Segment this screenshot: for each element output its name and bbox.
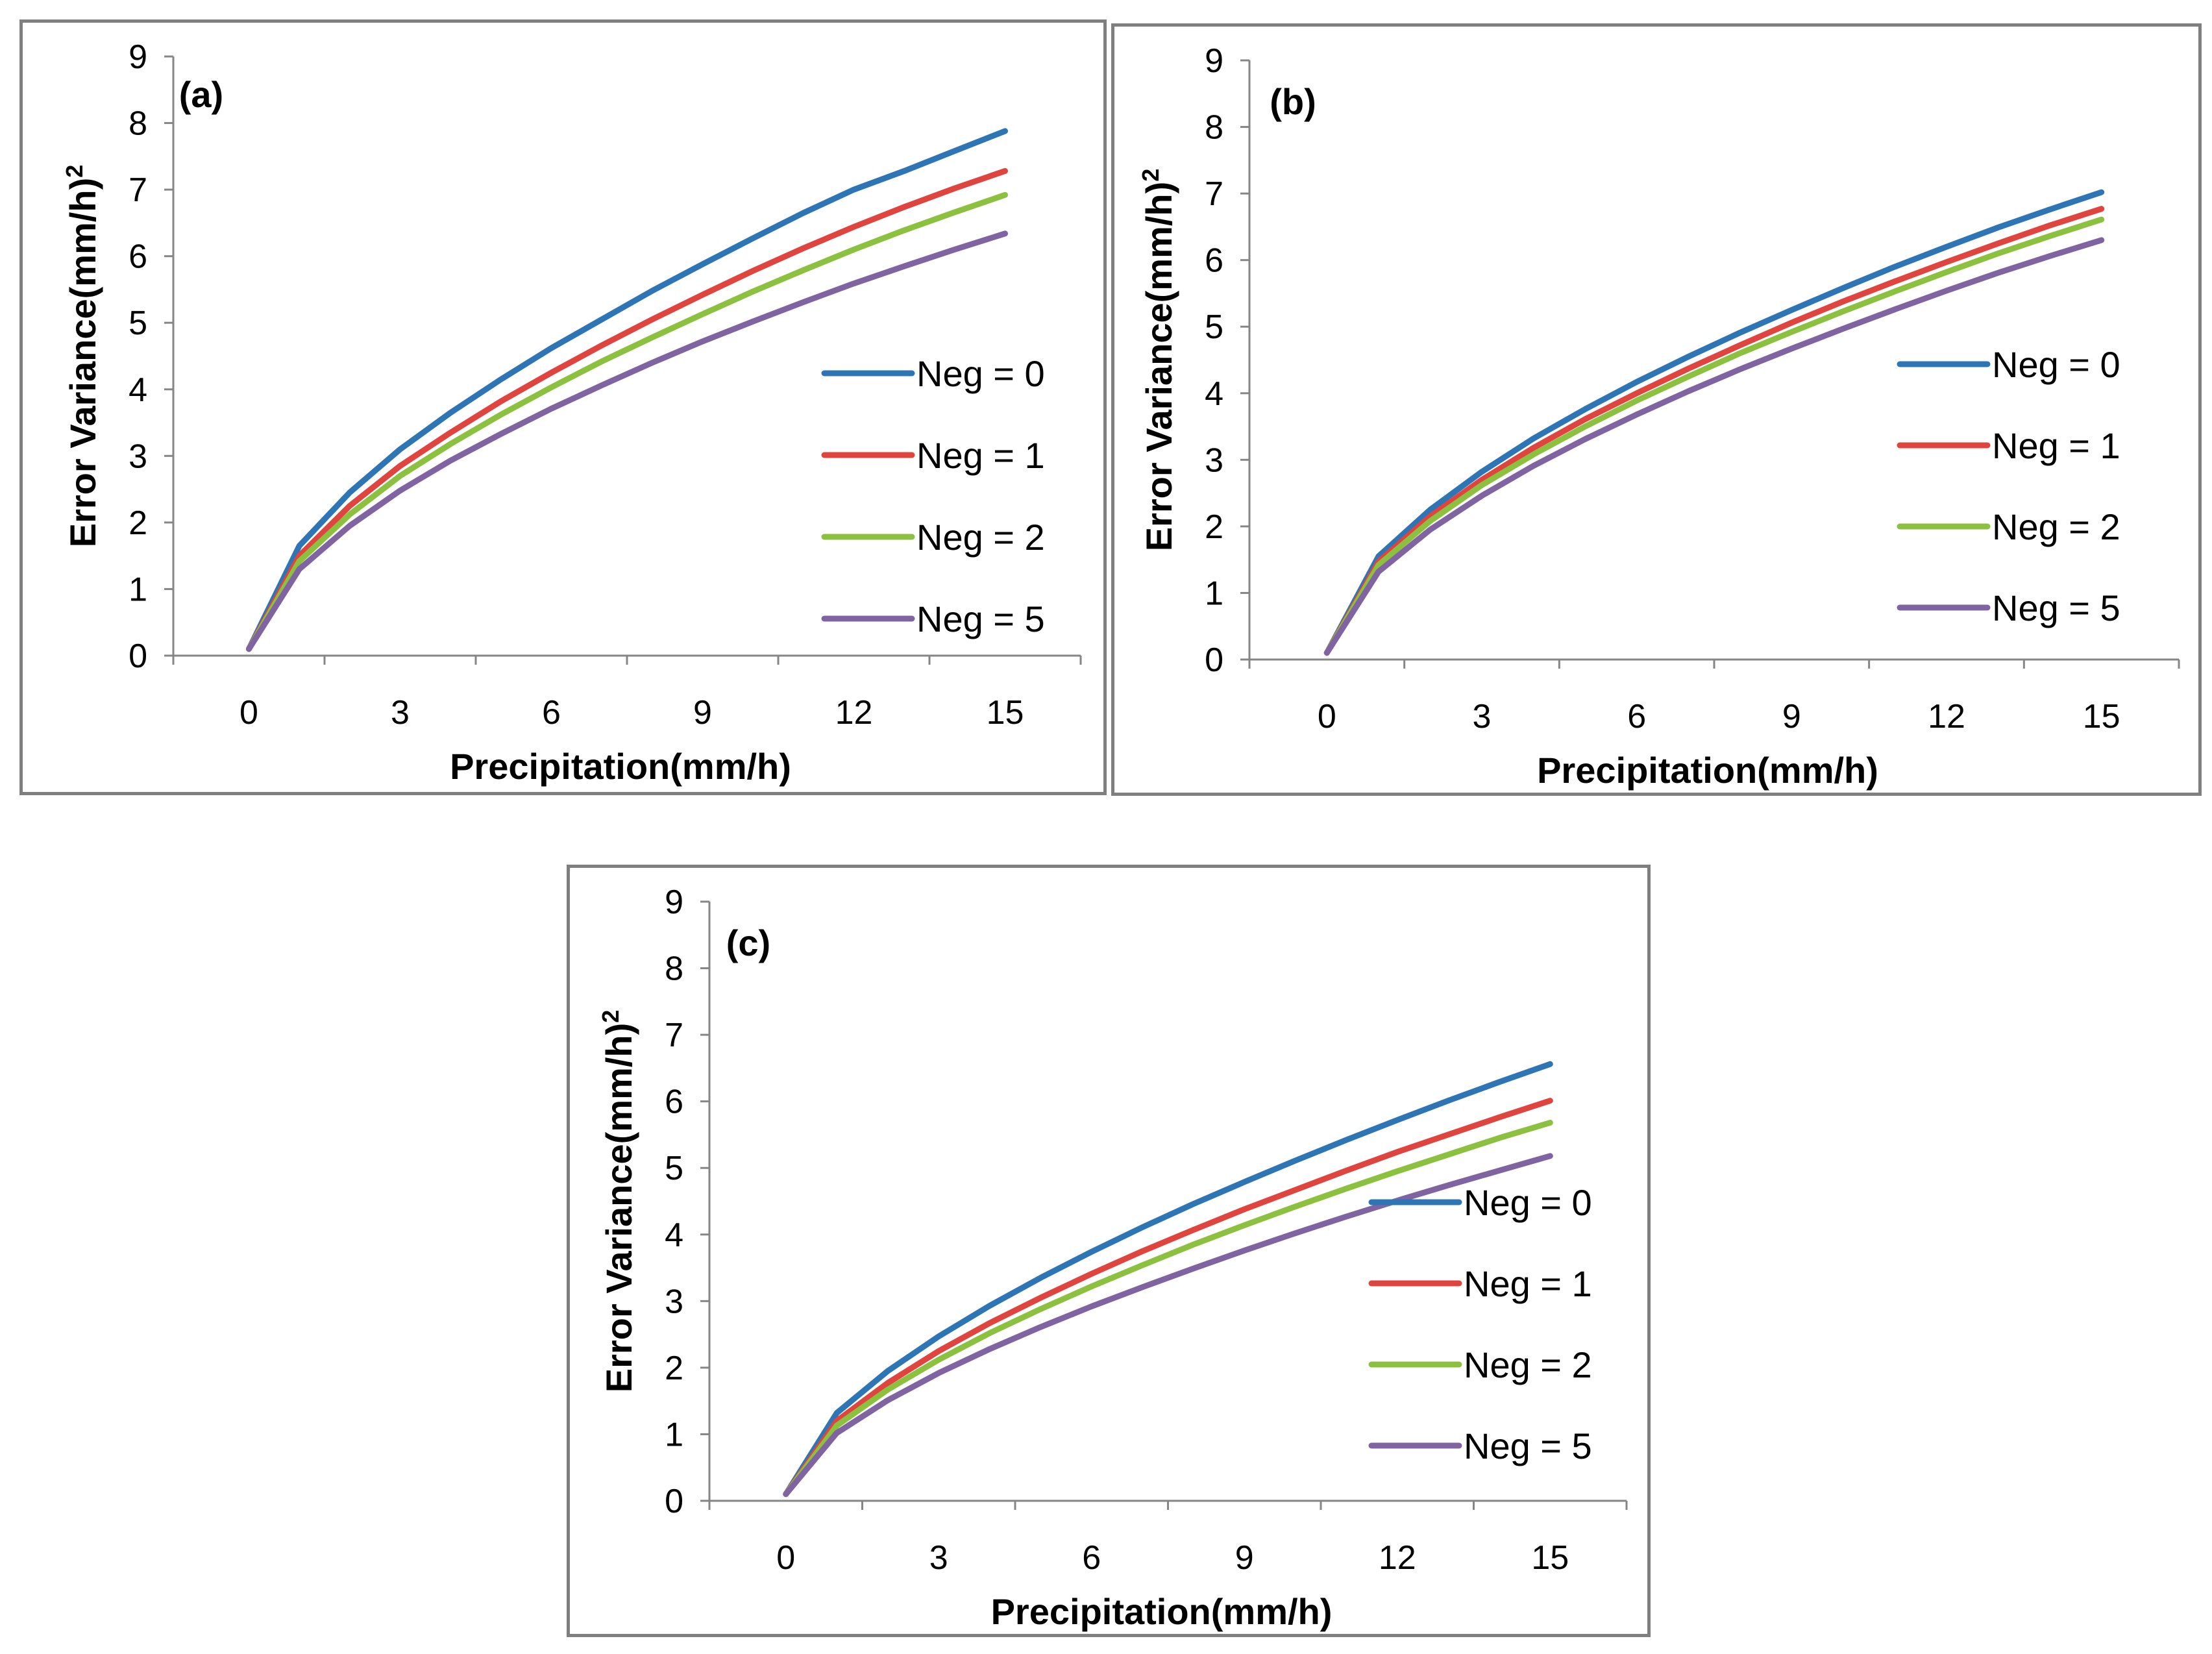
x-tick-label: 15 (987, 694, 1024, 732)
series-line-neg-2 (783, 1120, 1553, 1498)
series-line-neg-0 (246, 128, 1008, 652)
x-tick-label: 3 (929, 1539, 948, 1577)
legend-label: Neg = 2 (1464, 1344, 1592, 1385)
x-tick-label: 12 (835, 694, 873, 732)
x-tick-label: 3 (1473, 698, 1492, 735)
series-line-neg-3 (1323, 237, 2105, 656)
y-tick-label: 3 (665, 1283, 683, 1320)
x-axis-title: Precipitation(mm/h) (450, 746, 791, 787)
y-tick-label: 8 (129, 105, 147, 143)
y-tick-label: 4 (665, 1216, 683, 1254)
y-tick-label: 9 (1205, 42, 1223, 80)
x-tick-label: 6 (1627, 698, 1646, 735)
x-tick-label: 0 (776, 1539, 795, 1577)
series-line-neg-2 (1323, 216, 2105, 656)
panel-label: (c) (726, 922, 770, 963)
y-tick-label: 5 (665, 1150, 683, 1187)
y-tick-label: 3 (129, 438, 147, 475)
x-tick-label: 0 (1318, 698, 1336, 735)
chart-panel-c: 0 1 2 3 4 5 6 7 8 9 0 3 6 9 12 15 Precipitation(mm/h) Err… (567, 865, 1651, 1637)
series-line-neg-3 (783, 1153, 1553, 1498)
y-tick-label: 2 (665, 1350, 683, 1387)
y-tick-label: 0 (1205, 641, 1223, 679)
x-tick-label: 15 (2083, 698, 2120, 735)
legend-label: Neg = 1 (1992, 425, 2120, 466)
y-axis-title-superscript: 2 (1137, 169, 1164, 182)
x-tick-label: 3 (391, 694, 410, 732)
series-line-neg-0 (1323, 189, 2105, 656)
legend-label: Neg = 5 (1464, 1426, 1592, 1466)
y-tick-label: 0 (665, 1483, 683, 1520)
series-line-neg-1 (783, 1098, 1553, 1498)
y-tick-label: 6 (129, 238, 147, 276)
x-tick-label: 12 (1928, 698, 1965, 735)
y-axis-title-superscript: 2 (597, 1010, 624, 1023)
y-tick-label: 8 (665, 950, 683, 988)
x-tick-label: 6 (1082, 1539, 1101, 1577)
series-line-neg-1 (246, 167, 1008, 652)
x-tick-label: 15 (1531, 1539, 1569, 1577)
legend-label: Neg = 5 (916, 599, 1045, 639)
y-tick-label: 5 (1205, 308, 1223, 346)
x-tick-label: 9 (1235, 1539, 1254, 1577)
y-tick-label: 3 (1205, 441, 1223, 479)
panel-label: (b) (1270, 81, 1316, 122)
legend-label: Neg = 0 (1992, 344, 2120, 385)
y-axis-title: Error Variance(mm/h)2 (597, 1010, 640, 1393)
y-tick-label: 1 (1205, 574, 1223, 612)
series-line-neg-2 (246, 191, 1008, 652)
x-tick-label: 6 (542, 694, 561, 732)
y-tick-label: 9 (665, 883, 683, 921)
y-axis-title: Error Variance(mm/h)2 (1137, 169, 1180, 552)
y-axis-title: Error Variance(mm/h)2 (61, 165, 104, 548)
x-axis-title: Precipitation(mm/h) (1537, 750, 1878, 791)
series-line-neg-0 (783, 1061, 1553, 1498)
y-tick-label: 1 (129, 571, 147, 608)
legend-label: Neg = 2 (916, 517, 1045, 558)
x-tick-label: 9 (693, 694, 712, 732)
y-tick-label: 7 (1205, 175, 1223, 213)
panel-label: (a) (179, 74, 223, 115)
y-axis-title-superscript: 2 (61, 165, 88, 178)
y-tick-label: 5 (129, 304, 147, 342)
x-axis-title: Precipitation(mm/h) (991, 1591, 1333, 1632)
y-tick-label: 4 (129, 371, 147, 409)
y-tick-label: 6 (665, 1083, 683, 1121)
y-tick-label: 9 (129, 38, 147, 76)
y-tick-label: 8 (1205, 109, 1223, 147)
y-tick-label: 0 (129, 637, 147, 675)
legend-label: Neg = 0 (916, 353, 1045, 394)
series-line-neg-3 (246, 230, 1008, 652)
y-tick-label: 2 (1205, 508, 1223, 546)
x-tick-label: 12 (1379, 1539, 1416, 1577)
legend-label: Neg = 1 (1464, 1263, 1592, 1304)
x-tick-label: 9 (1782, 698, 1801, 735)
y-tick-label: 2 (129, 504, 147, 542)
legend-label: Neg = 1 (916, 435, 1045, 476)
y-tick-label: 1 (665, 1416, 683, 1453)
chart-panel-a: 0 1 2 3 4 5 6 7 8 9 0 3 6 9 12 15 Precipitation(mm/h) Err… (19, 19, 1107, 795)
legend-label: Neg = 0 (1464, 1182, 1592, 1223)
y-tick-label: 4 (1205, 375, 1223, 413)
series-line-neg-1 (1323, 206, 2105, 656)
y-tick-label: 6 (1205, 242, 1223, 280)
x-tick-label: 0 (240, 694, 258, 732)
y-tick-label: 7 (665, 1017, 683, 1054)
y-tick-label: 7 (129, 171, 147, 209)
chart-panel-b: 0 1 2 3 4 5 6 7 8 9 0 3 6 9 12 15 Precipitation(mm/h) Err… (1111, 23, 2202, 796)
legend-label: Neg = 5 (1992, 587, 2120, 628)
legend-label: Neg = 2 (1992, 506, 2120, 547)
